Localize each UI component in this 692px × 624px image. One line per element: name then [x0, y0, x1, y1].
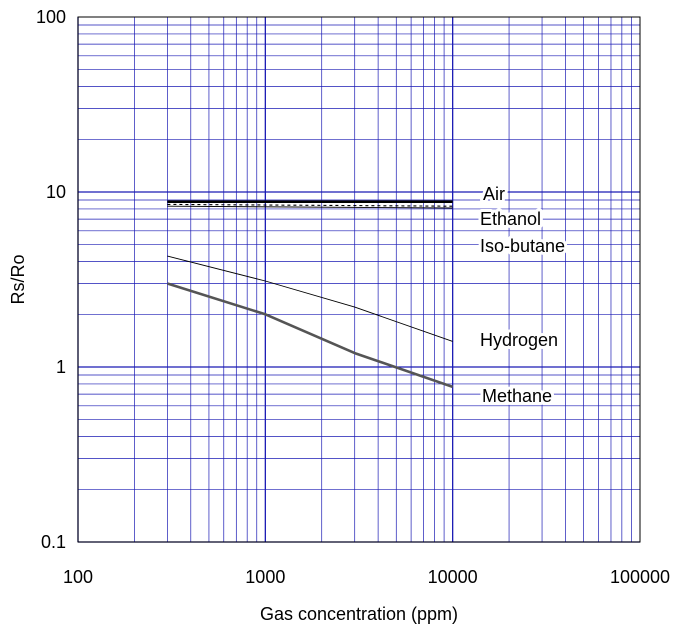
- tick-labels: 100 1000 10000 100000 0.1 1 10 100: [36, 7, 670, 587]
- x-tick-label: 100000: [610, 567, 670, 587]
- y-axis-title: Rs/Ro: [8, 254, 28, 304]
- series-labels: Air Ethanol Iso-butane Hydrogen Methane: [477, 181, 568, 409]
- y-tick-label: 100: [36, 7, 66, 27]
- series-label-iso-butane: Iso-butane: [480, 236, 565, 256]
- x-tick-label: 10000: [428, 567, 478, 587]
- y-tick-label: 0.1: [41, 532, 66, 552]
- y-tick-label: 10: [46, 182, 66, 202]
- y-tick-label: 1: [56, 357, 66, 377]
- x-axis-title: Gas concentration (ppm): [260, 604, 458, 624]
- x-tick-label: 1000: [245, 567, 285, 587]
- series-label-methane: Methane: [482, 386, 552, 406]
- series-line-hydrogen: [167, 255, 453, 342]
- plot-frame: [77, 16, 641, 543]
- series-line-ethanol: [167, 203, 453, 207]
- series-line-methane: [167, 282, 454, 389]
- series-line-iso-butane: [167, 205, 453, 209]
- series-label-air: Air: [483, 184, 505, 204]
- series-label-hydrogen: Hydrogen: [480, 330, 558, 350]
- grid: [77, 17, 640, 543]
- x-tick-label: 100: [63, 567, 93, 587]
- series-label-ethanol: Ethanol: [480, 209, 541, 229]
- series-lines: [167, 200, 454, 389]
